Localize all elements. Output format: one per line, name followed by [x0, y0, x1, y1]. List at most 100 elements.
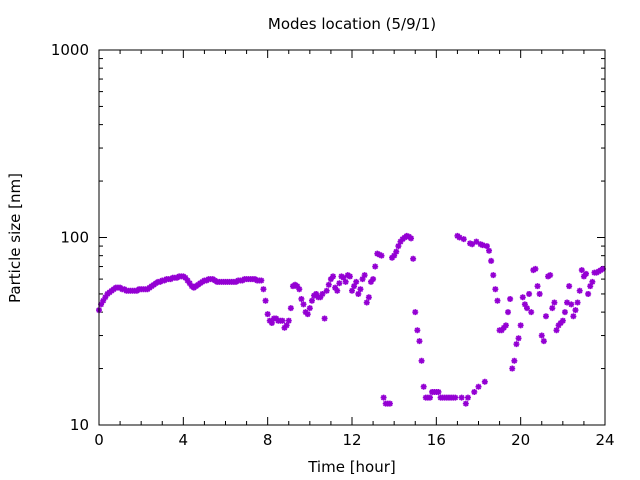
data-point	[521, 301, 528, 308]
data-point	[532, 265, 539, 272]
data-point	[285, 317, 292, 324]
data-point	[300, 301, 307, 308]
data-point	[475, 383, 482, 390]
data-point	[304, 311, 311, 318]
data-point	[319, 290, 326, 297]
data-point	[555, 322, 562, 329]
data-point	[585, 290, 592, 297]
data-point	[359, 276, 366, 283]
data-point	[268, 319, 275, 326]
data-point	[412, 309, 419, 316]
data-point	[346, 273, 353, 280]
data-point	[391, 252, 398, 259]
x-tick-label: 12	[342, 431, 361, 449]
data-point	[479, 242, 486, 249]
data-point	[410, 255, 417, 262]
data-point	[469, 241, 476, 248]
data-points	[96, 232, 606, 407]
data-point	[342, 278, 349, 285]
data-point	[395, 243, 402, 250]
chart-title: Modes location (5/9/1)	[268, 15, 436, 33]
data-point	[325, 281, 332, 288]
data-point	[464, 394, 471, 401]
data-point	[353, 278, 360, 285]
data-point	[488, 257, 495, 264]
data-point	[372, 263, 379, 270]
data-point	[283, 322, 290, 329]
data-point	[513, 341, 520, 348]
x-axis-label: Time [hour]	[307, 458, 396, 476]
y-axis-label: Particle size [nm]	[6, 173, 24, 303]
data-point	[542, 313, 549, 320]
x-tick-label: 4	[179, 431, 189, 449]
data-point	[258, 277, 265, 284]
data-point	[340, 274, 347, 281]
data-point	[511, 357, 518, 364]
data-point	[287, 305, 294, 312]
data-point	[418, 357, 425, 364]
data-point	[471, 388, 478, 395]
data-point	[334, 287, 341, 294]
data-point	[330, 273, 337, 280]
data-point	[355, 290, 362, 297]
data-point	[281, 324, 288, 331]
data-point	[559, 317, 566, 324]
data-point	[507, 295, 514, 302]
data-point	[397, 238, 404, 245]
data-point	[467, 240, 474, 247]
data-point	[262, 297, 269, 304]
data-point	[540, 338, 547, 345]
data-point	[576, 287, 583, 294]
data-point	[298, 295, 305, 302]
data-point	[587, 283, 594, 290]
data-point	[403, 232, 410, 239]
data-point	[317, 294, 324, 301]
data-point	[460, 236, 467, 243]
data-point	[365, 294, 372, 301]
data-point	[580, 273, 587, 280]
data-point	[370, 276, 377, 283]
data-point	[279, 317, 286, 324]
data-point	[570, 313, 577, 320]
x-tick-label: 8	[263, 431, 273, 449]
data-point	[523, 305, 530, 312]
data-point	[266, 317, 273, 324]
data-point	[308, 297, 315, 304]
data-point	[492, 286, 499, 293]
data-point	[566, 283, 573, 290]
data-point	[462, 400, 469, 407]
data-point	[306, 305, 313, 312]
data-point	[549, 305, 556, 312]
data-point	[538, 332, 545, 339]
data-point	[515, 335, 522, 342]
data-point	[186, 280, 193, 287]
data-point	[551, 299, 558, 306]
data-point	[490, 272, 497, 279]
data-point	[327, 276, 334, 283]
axis-ticks: 0 4 8 12 16 20 24 10 100 1000	[51, 41, 615, 449]
data-point	[568, 301, 575, 308]
data-point	[553, 327, 560, 334]
data-point	[456, 234, 463, 241]
data-point	[367, 278, 374, 285]
data-point	[420, 383, 427, 390]
data-point	[102, 294, 109, 301]
data-point	[184, 277, 191, 284]
plot-frame	[98, 49, 606, 426]
data-point	[519, 294, 526, 301]
data-point	[557, 319, 564, 326]
data-point	[486, 247, 493, 254]
data-point	[321, 315, 328, 322]
data-point	[477, 241, 484, 248]
data-point	[414, 327, 421, 334]
data-point	[494, 297, 501, 304]
data-point	[363, 299, 370, 306]
data-point	[378, 252, 385, 259]
y-tick-label: 10	[70, 416, 89, 434]
data-point	[408, 235, 415, 242]
y-tick-label: 100	[60, 229, 89, 247]
data-point	[296, 286, 303, 293]
data-point	[458, 394, 465, 401]
data-point	[336, 280, 343, 287]
